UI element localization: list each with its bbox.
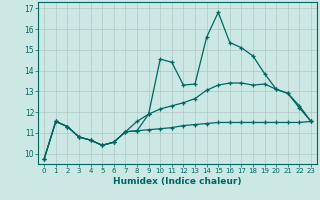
X-axis label: Humidex (Indice chaleur): Humidex (Indice chaleur) — [113, 177, 242, 186]
